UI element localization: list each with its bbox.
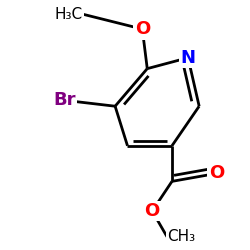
Text: Br: Br [53, 91, 76, 109]
Text: CH₃: CH₃ [167, 229, 195, 244]
Text: N: N [180, 49, 196, 67]
Text: H₃C: H₃C [55, 7, 83, 22]
Text: O: O [135, 20, 150, 38]
Text: O: O [209, 164, 224, 182]
Text: O: O [144, 202, 160, 220]
